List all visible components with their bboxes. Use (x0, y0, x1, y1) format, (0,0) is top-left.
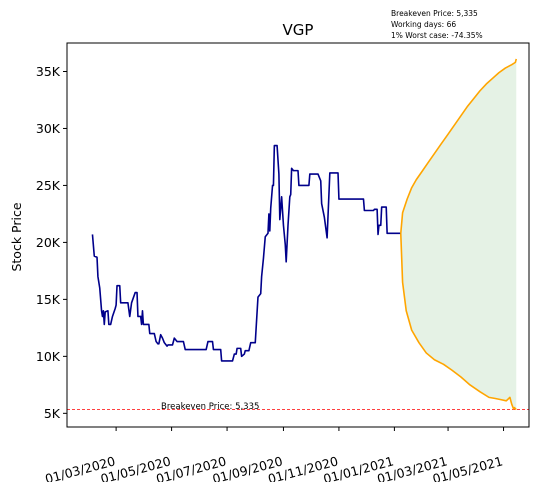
confidence-band-layer (400, 58, 517, 410)
annotation-worst-case: 1% Worst case: -74.35% (391, 31, 483, 40)
history-line (91, 144, 401, 362)
y-tick-label: 10K (36, 349, 61, 364)
annotation-working-days: Working days: 66 (391, 20, 457, 29)
x-axis: 01/03/202001/05/202001/07/202001/09/2020… (43, 427, 504, 482)
forecast-upper-line (399, 58, 518, 234)
forecast-lower-line (399, 233, 517, 411)
y-axis-label: Stock Price (9, 202, 24, 271)
chart-title: VGP (283, 21, 314, 39)
breakeven-label: Breakeven Price: 5,335 (161, 402, 259, 412)
y-tick-label: 30K (36, 121, 61, 136)
y-tick-label: 5K (44, 406, 61, 421)
series-layer (91, 58, 518, 411)
forecast-band (400, 58, 517, 410)
y-tick-label: 25K (36, 178, 61, 193)
y-tick-label: 15K (36, 292, 61, 307)
plot-frame (66, 42, 530, 428)
y-tick-label: 20K (36, 235, 61, 250)
annotation-breakeven: Breakeven Price: 5,335 (391, 9, 478, 18)
y-axis: 5K 10K 15K 20K 25K 30K 35K (36, 64, 67, 421)
y-tick-label: 35K (36, 64, 61, 79)
